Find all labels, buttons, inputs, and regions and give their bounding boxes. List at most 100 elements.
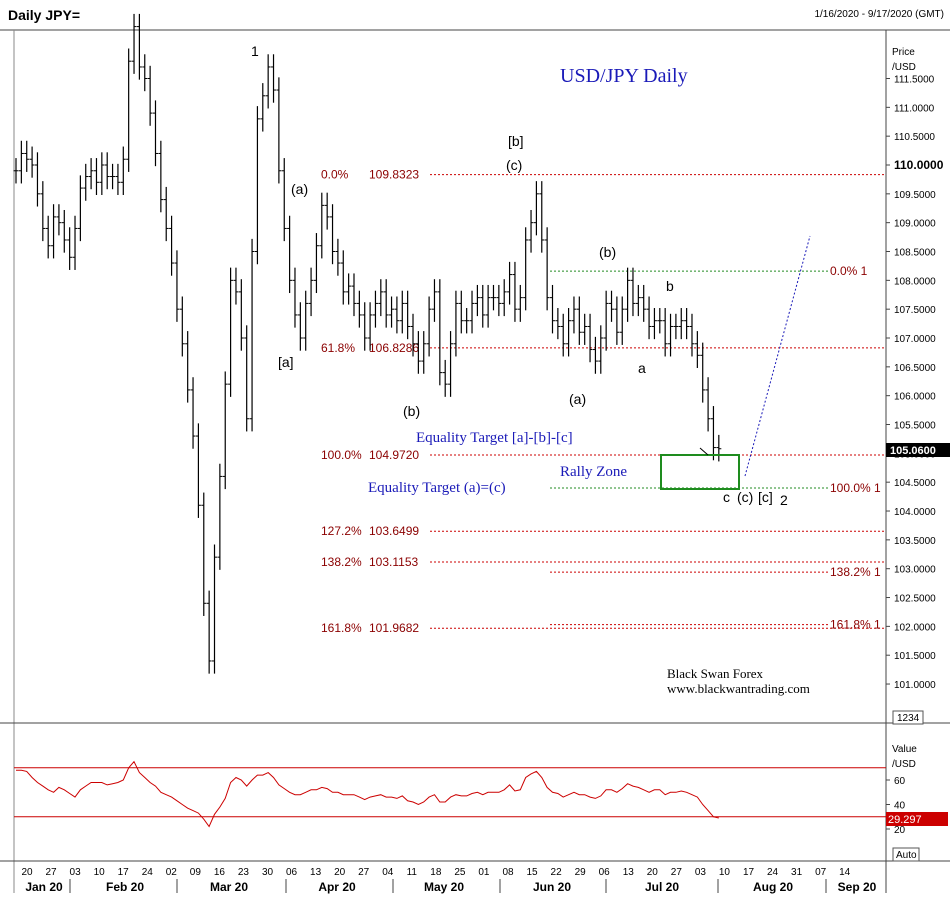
day-tick-label: 13 — [623, 867, 635, 878]
month-tick-label: Jul 20 — [645, 880, 679, 894]
day-tick-label: 25 — [454, 867, 466, 878]
day-tick-label: 29 — [575, 867, 587, 878]
day-tick-label: 03 — [695, 867, 707, 878]
day-tick-label: 24 — [767, 867, 779, 878]
day-tick-label: 24 — [142, 867, 154, 878]
day-tick-label: 27 — [45, 867, 57, 878]
month-tick-label: Jun 20 — [533, 880, 571, 894]
day-tick-label: 30 — [262, 867, 274, 878]
day-tick-label: 04 — [382, 867, 394, 878]
day-tick-label: 23 — [238, 867, 250, 878]
rally-zone-label: Rally Zone — [560, 464, 627, 480]
price-tick-label: 107.0000 — [894, 334, 936, 345]
fib-price-label: 109.8323 — [369, 168, 419, 182]
day-tick-label: 07 — [815, 867, 827, 878]
wave-label-c-small: c — [723, 489, 730, 505]
rsi-tick-label: 60 — [894, 776, 906, 787]
fib-price-label: 103.1153 — [369, 555, 418, 569]
wave-label-b-paren-1: (b) — [403, 403, 420, 419]
price-tick-label: 105.5000 — [894, 421, 936, 432]
price-tick-label: 108.0000 — [894, 276, 936, 287]
fib-pct-label: 161.8% — [321, 621, 362, 635]
rsi-value: 29.297 — [888, 814, 922, 826]
wave-labels: 1 [a] (a) (b) [b] (c) (a) (b) b a c (c) … — [251, 43, 788, 508]
wave-label-a-square: [a] — [278, 354, 294, 370]
wave-label-2: 2 — [780, 492, 788, 508]
fib-pct-label: 0.0% — [321, 168, 349, 182]
day-tick-label: 17 — [743, 867, 755, 878]
price-tick-label: 107.5000 — [894, 305, 936, 316]
wave-label-a-paren: (a) — [291, 181, 308, 197]
price-tick-label: 103.0000 — [894, 565, 936, 576]
rsi-axis-label: Value — [892, 744, 917, 755]
fib-price-label: 106.8286 — [369, 341, 419, 355]
price-tick-label: 104.5000 — [894, 478, 936, 489]
fib-right-label: 0.0% 1 — [830, 264, 868, 278]
fib-price-label: 103.6499 — [369, 524, 419, 538]
day-tick-label: 06 — [599, 867, 611, 878]
wave-label-a-paren-2: (a) — [569, 391, 586, 407]
wave-label-b-square: [b] — [508, 133, 524, 149]
day-tick-label: 20 — [21, 867, 33, 878]
day-tick-label: 15 — [526, 867, 538, 878]
axes-group: 101.0000 101.5000 102.0000 102.5000 103.0000… — [21, 74, 943, 894]
wave-label-c-paren-2: (c) — [737, 489, 753, 505]
price-scale-box[interactable] — [892, 710, 924, 725]
month-tick-label: May 20 — [424, 880, 464, 894]
wave-label-b-paren-2: (b) — [599, 244, 616, 260]
day-tick-label: 20 — [647, 867, 659, 878]
price-tick-label: 108.5000 — [894, 248, 936, 259]
fib-price-label: 104.9720 — [369, 448, 419, 462]
month-tick-label: Aug 20 — [753, 880, 793, 894]
last-price-value: 105.0600 — [890, 445, 936, 457]
rsi-scale-box[interactable] — [892, 847, 920, 862]
brand-name: Black Swan Forex — [667, 666, 764, 681]
day-tick-label: 18 — [430, 867, 442, 878]
price-tick-label: 101.0000 — [894, 680, 936, 691]
day-tick-label: 22 — [551, 867, 563, 878]
price-bars-group — [13, 13, 722, 674]
wave-label-c-paren-1: (c) — [506, 157, 522, 173]
price-tick-label: 111.0000 — [894, 103, 935, 114]
fib-right-label: 138.2% 1 — [830, 565, 881, 579]
day-tick-label: 02 — [166, 867, 178, 878]
price-scale-label: 1234 — [897, 713, 920, 724]
price-tick-label: 102.0000 — [894, 622, 936, 633]
rsi-series-line — [16, 760, 719, 828]
fib-pct-label: 61.8% — [321, 341, 355, 355]
rsi-axis-unit: /USD — [892, 759, 916, 770]
fib-right-label: 100.0% 1 — [830, 481, 881, 495]
day-tick-label: 06 — [286, 867, 298, 878]
day-tick-label: 01 — [478, 867, 490, 878]
rsi-scale-label: Auto — [896, 850, 917, 861]
fib-price-label: 101.9682 — [369, 621, 419, 635]
fib-pct-label: 127.2% — [321, 524, 362, 538]
equality-target-ac-label: Equality Target (a)=(c) — [368, 480, 506, 496]
month-tick-label: Apr 20 — [318, 880, 356, 894]
price-axis-label: Price — [892, 47, 915, 58]
last-bar-tick — [699, 447, 709, 456]
last-price-tag — [886, 443, 950, 457]
day-tick-label: 14 — [839, 867, 851, 878]
day-tick-label: 31 — [791, 867, 803, 878]
day-tick-label: 16 — [214, 867, 226, 878]
price-tick-label: 103.5000 — [894, 536, 936, 547]
month-tick-label: Jan 20 — [25, 880, 63, 894]
day-tick-label: 10 — [719, 867, 731, 878]
price-tick-label: 109.0000 — [894, 219, 936, 230]
chart-date-range: 1/16/2020 - 9/17/2020 (GMT) — [814, 9, 944, 20]
price-tick-label: 106.5000 — [894, 363, 936, 374]
wave-label-a-small: a — [638, 360, 646, 376]
day-tick-label: 17 — [118, 867, 130, 878]
rsi-value-tag — [886, 812, 948, 826]
day-tick-label: 10 — [94, 867, 106, 878]
price-tick-label: 106.0000 — [894, 392, 936, 403]
fib-pct-label: 100.0% — [321, 448, 362, 462]
day-tick-label: 08 — [502, 867, 514, 878]
rsi-tick-label: 20 — [894, 825, 906, 836]
price-tick-label: 110.5000 — [894, 132, 935, 143]
wave-label-c-square: [c] — [758, 489, 773, 505]
day-tick-label: 27 — [358, 867, 370, 878]
rally-zone-box — [660, 454, 740, 490]
day-tick-label: 27 — [671, 867, 683, 878]
